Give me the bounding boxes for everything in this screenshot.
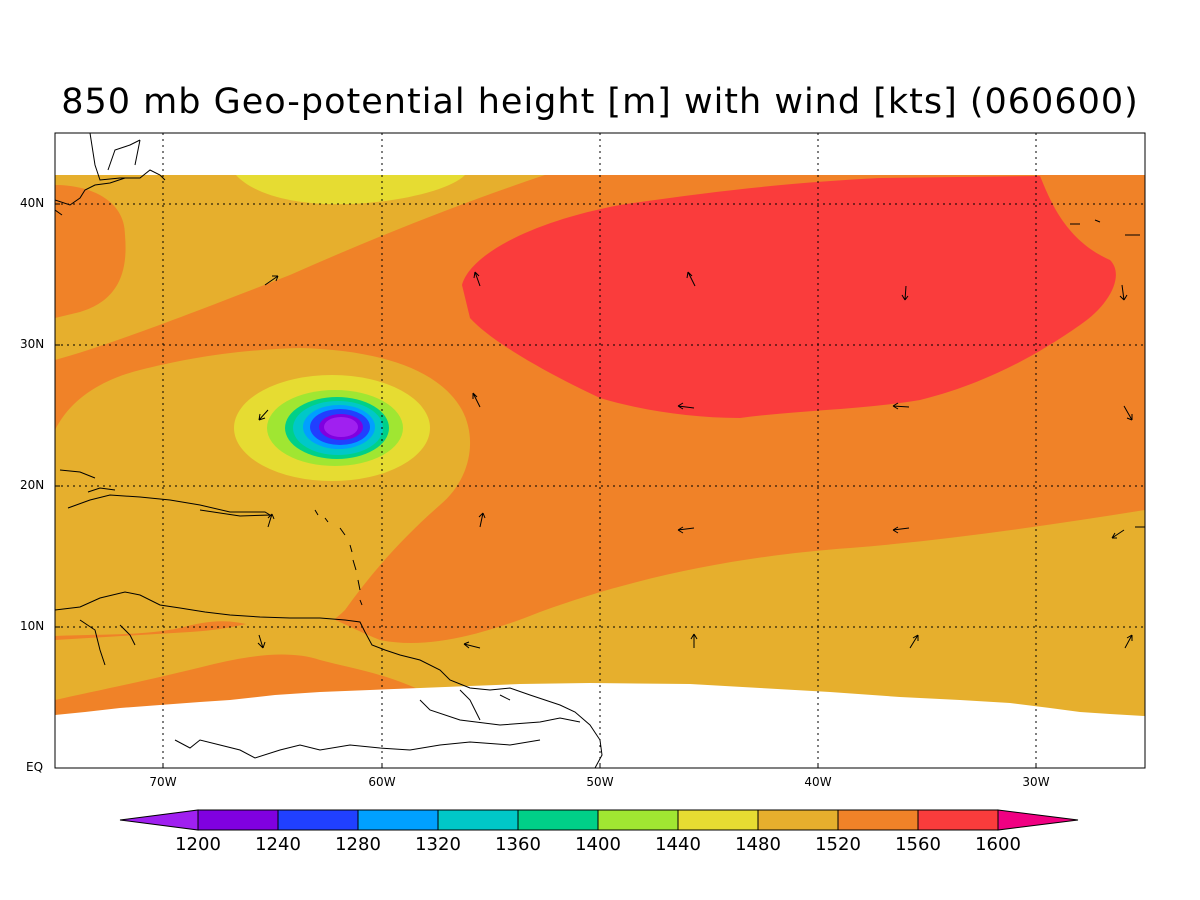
colorbar-label-1360: 1360: [495, 834, 541, 855]
wind-vector: [267, 513, 275, 528]
wind-vector: [1111, 529, 1125, 539]
wind-vector: [258, 409, 269, 421]
coast-cuba-hispaniola: [59, 469, 272, 517]
colorbar-swatch-1440: [677, 809, 759, 831]
missing-data-region: [55, 683, 1145, 768]
contour-1560-bottomleft: [55, 654, 420, 715]
contour-1600-high: [462, 176, 1116, 418]
wind-vector: [892, 526, 910, 534]
colorbar-label-1520: 1520: [815, 834, 861, 855]
wind-vectors: [257, 271, 1133, 649]
colorbar-low-triangle: [119, 809, 199, 831]
coastlines: [55, 133, 1145, 768]
wind-vector: [478, 512, 486, 528]
coast-south-america: [55, 591, 603, 768]
wind-vector: [909, 634, 919, 649]
colorbar-label-1240: 1240: [255, 834, 301, 855]
colorbar-swatch-1480: [757, 809, 839, 831]
wind-vector: [257, 634, 266, 649]
lat-label-20n: 20N: [20, 478, 45, 492]
wind-vector: [690, 633, 698, 648]
graticule: [55, 133, 1145, 768]
wind-vector: [892, 402, 910, 410]
colorbar-swatch-1520: [837, 809, 919, 831]
colorbar-swatch-1280: [357, 809, 439, 831]
colorbar-swatch-1320: [437, 809, 519, 831]
contour-1560-left: [55, 185, 126, 318]
height-field: [55, 133, 1145, 768]
lat-label-40n: 40N: [20, 196, 45, 210]
colorbar-high-triangle: [997, 809, 1079, 831]
wind-vector: [686, 271, 696, 287]
coast-lesser-antilles: [314, 509, 363, 606]
wind-vector: [463, 641, 481, 649]
colorbar-label-1600: 1600: [975, 834, 1021, 855]
wind-vector: [473, 271, 481, 287]
wind-vector: [472, 392, 481, 408]
wind-vector: [901, 285, 909, 301]
colorbar: [119, 809, 1079, 831]
colorbar-label-1320: 1320: [415, 834, 461, 855]
colorbar-swatch-1560: [917, 809, 999, 831]
wind-vector: [677, 402, 695, 410]
colorbar-swatch-1360: [517, 809, 599, 831]
coast-north-america: [55, 133, 166, 216]
lon-label-30w: 30W: [1022, 775, 1050, 789]
contour-1480-top: [236, 175, 465, 205]
lat-label-eq: EQ: [26, 760, 44, 774]
colorbar-swatch-1200: [197, 809, 279, 831]
colorbar-label-1400: 1400: [575, 834, 621, 855]
lat-label-30n: 30N: [20, 337, 45, 351]
map-title: 850 mb Geo-potential height [m] with win…: [61, 82, 1139, 122]
wind-vector: [1119, 284, 1128, 301]
colorbar-label-1280: 1280: [335, 834, 381, 855]
lon-label-60w: 60W: [368, 775, 396, 789]
lon-label-40w: 40W: [804, 775, 832, 789]
colorbar-label-1440: 1440: [655, 834, 701, 855]
wind-vector: [677, 526, 695, 534]
wind-vector: [264, 275, 279, 286]
colorbar-label-1560: 1560: [895, 834, 941, 855]
lon-label-50w: 50W: [586, 775, 614, 789]
colorbar-label-1480: 1480: [735, 834, 781, 855]
contour-1480-topleft: [55, 175, 60, 180]
colorbar-label-1200: 1200: [175, 834, 221, 855]
colorbar-swatch-1240: [277, 809, 359, 831]
axis-ticks: [55, 203, 1037, 768]
lon-label-70w: 70W: [149, 775, 177, 789]
lat-label-10n: 10N: [20, 619, 45, 633]
colorbar-swatch-1400: [597, 809, 679, 831]
wind-vector: [1123, 405, 1133, 421]
coast-azores: [1070, 219, 1140, 236]
hurricane-1200: [324, 417, 358, 437]
wind-vector: [1124, 634, 1133, 649]
